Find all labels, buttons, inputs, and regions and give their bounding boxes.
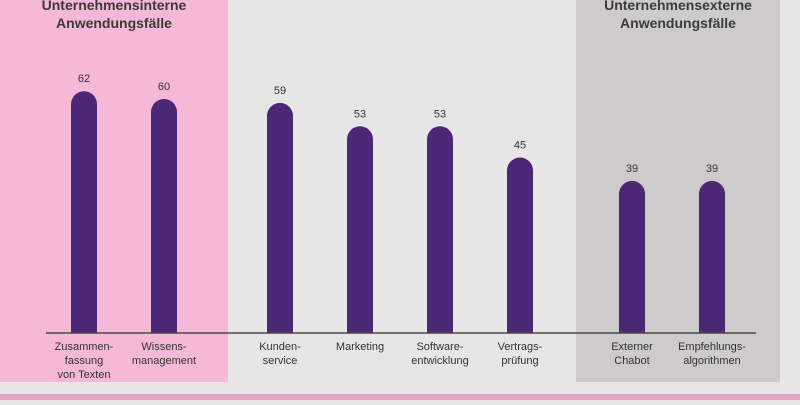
category-label-4: entwicklung bbox=[411, 355, 468, 367]
value-label-3: 53 bbox=[354, 108, 366, 120]
value-label-6: 39 bbox=[626, 163, 638, 175]
value-label-2: 59 bbox=[274, 85, 286, 97]
category-label-6: Chabot bbox=[614, 355, 649, 367]
bar-6 bbox=[619, 180, 645, 333]
bar-4 bbox=[427, 126, 453, 333]
bar-1 bbox=[151, 99, 177, 333]
category-label-1: management bbox=[132, 355, 196, 367]
value-label-5: 45 bbox=[514, 140, 526, 152]
group-label-internal: Unternehmensinterne bbox=[42, 0, 187, 13]
bar-5 bbox=[507, 157, 533, 333]
category-label-0: Zusammen- bbox=[55, 341, 114, 353]
bottom-accent-strip bbox=[0, 394, 800, 400]
category-label-7: algorithmen bbox=[683, 355, 740, 367]
group-band-internal bbox=[0, 0, 228, 382]
category-label-5: prüfung bbox=[501, 355, 538, 367]
category-label-2: Kunden- bbox=[259, 341, 301, 353]
bar-3 bbox=[347, 126, 373, 333]
category-label-3: Marketing bbox=[336, 341, 384, 353]
bar-0 bbox=[71, 91, 97, 333]
category-label-0: fassung bbox=[65, 355, 104, 367]
value-label-7: 39 bbox=[706, 163, 718, 175]
category-label-4: Software- bbox=[416, 341, 463, 353]
category-label-1: Wissens- bbox=[141, 341, 187, 353]
group-band-external bbox=[576, 0, 780, 382]
category-label-0: von Texten bbox=[57, 369, 110, 381]
bar-2 bbox=[267, 102, 293, 333]
category-label-6: Externer bbox=[611, 341, 653, 353]
value-label-0: 62 bbox=[78, 73, 90, 85]
category-label-2: service bbox=[263, 355, 298, 367]
group-label-external: Anwendungsfälle bbox=[620, 15, 736, 31]
category-label-5: Vertrags- bbox=[498, 341, 543, 353]
value-label-4: 53 bbox=[434, 108, 446, 120]
bar-7 bbox=[699, 180, 725, 333]
group-label-external: Unternehmensexterne bbox=[604, 0, 752, 13]
value-label-1: 60 bbox=[158, 81, 170, 93]
group-label-internal: Anwendungsfälle bbox=[56, 15, 172, 31]
category-label-7: Empfehlungs- bbox=[678, 341, 746, 353]
